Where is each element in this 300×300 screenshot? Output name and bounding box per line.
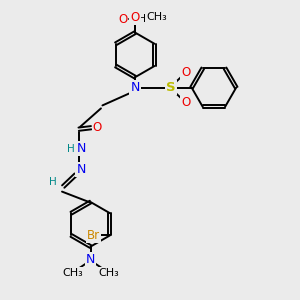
Text: S: S bbox=[166, 81, 175, 94]
Text: H: H bbox=[68, 143, 75, 154]
Text: CH₃: CH₃ bbox=[146, 12, 167, 22]
Text: O: O bbox=[181, 66, 190, 79]
Text: O: O bbox=[118, 13, 127, 26]
Text: N: N bbox=[76, 142, 86, 155]
Text: H: H bbox=[49, 177, 56, 187]
Text: O: O bbox=[92, 121, 102, 134]
Text: N: N bbox=[130, 81, 140, 94]
Text: CH₃: CH₃ bbox=[62, 268, 83, 278]
Text: Br: Br bbox=[87, 229, 100, 242]
Text: N: N bbox=[86, 254, 95, 266]
Text: CH₃: CH₃ bbox=[130, 14, 151, 24]
Text: O: O bbox=[181, 96, 190, 109]
Text: CH₃: CH₃ bbox=[98, 268, 119, 278]
Text: O: O bbox=[130, 11, 140, 24]
Text: N: N bbox=[76, 163, 86, 176]
